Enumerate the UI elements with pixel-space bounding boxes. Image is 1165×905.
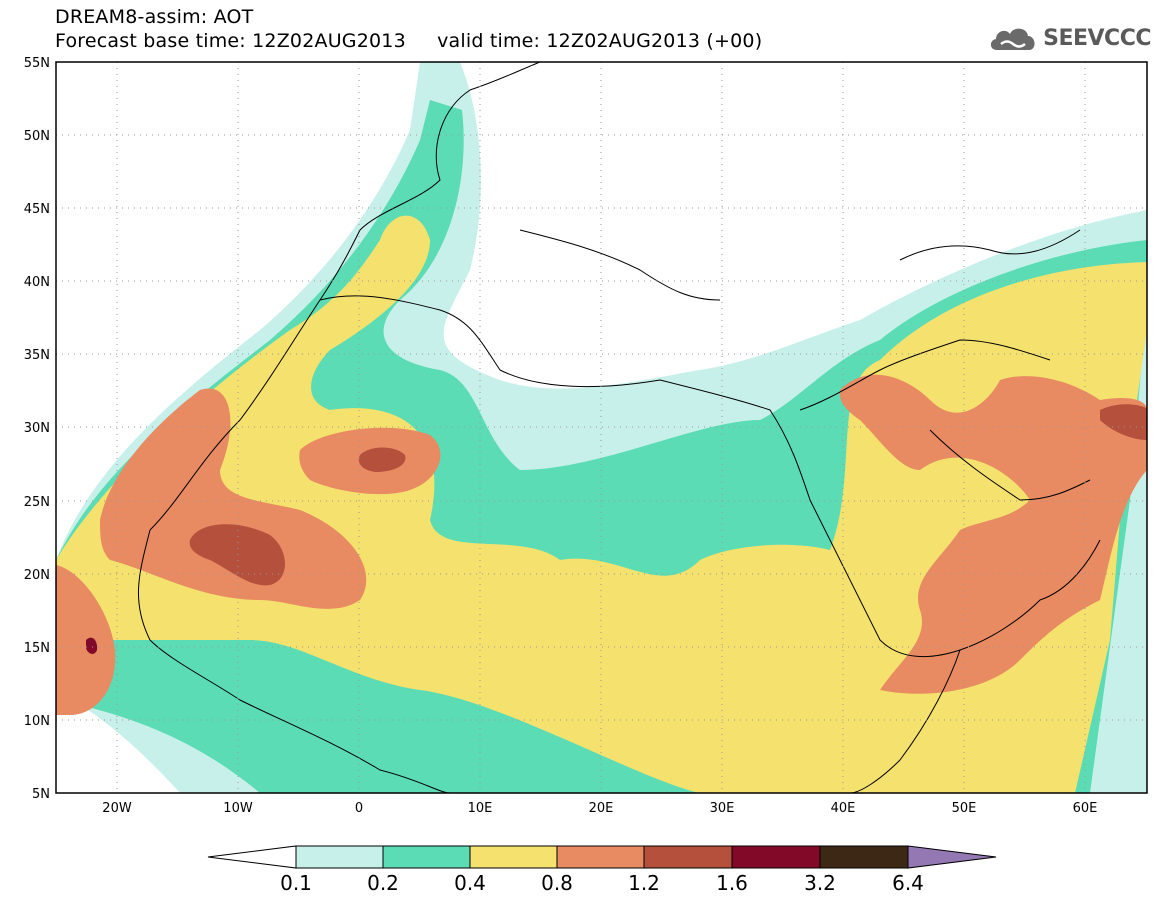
colorbar-label: 0.8: [541, 871, 573, 895]
colorbar-swatch: [382, 845, 471, 869]
lat-tick-label: 35N: [24, 348, 50, 363]
lat-tick-label: 25N: [24, 495, 50, 510]
lon-tick-label: 60E: [1073, 801, 1098, 816]
map-title: DREAM8-assim: AOT: [55, 6, 254, 28]
colorbar-swatch: [643, 845, 733, 869]
lat-tick-label: 20N: [24, 568, 50, 583]
map-frame: [55, 61, 1148, 794]
aot-band-0-8-west: [100, 388, 367, 609]
colorbar-swatch: [295, 845, 384, 869]
colorbar-labels: 0.1 0.2 0.4 0.8 1.2 1.6 3.2 6.4: [280, 871, 924, 895]
aot-field: [56, 62, 1147, 793]
colorbar-label: 0.4: [454, 871, 486, 895]
colorbar-label: 0.1: [280, 871, 312, 895]
colorbar-label: 3.2: [804, 871, 836, 895]
lon-tick-label: 20E: [589, 801, 614, 816]
logo-text: SEEVCCC: [1043, 25, 1151, 51]
lon-tick-label: 40E: [831, 801, 856, 816]
lat-tick-label: 40N: [24, 275, 50, 290]
lat-tick-label: 5N: [32, 787, 50, 802]
aot-band-1-6-atlantic: [86, 637, 98, 654]
lat-axis: 55N 50N 45N 40N 35N 30N 25N 20N 15N 10N …: [24, 56, 50, 802]
lon-tick-label: 30E: [710, 801, 735, 816]
lon-tick-label: 10E: [468, 801, 493, 816]
forecast-time-line: Forecast base time: 12Z02AUG2013 valid t…: [55, 30, 763, 52]
colorbar-under-arrow: [207, 845, 297, 869]
lon-tick-label: 20W: [102, 801, 132, 816]
lon-axis: 20W 10W 0 10E 20E 30E 40E 50E 60E: [102, 801, 1097, 816]
lon-tick-label: 50E: [952, 801, 977, 816]
aot-band-1-2-centre: [358, 447, 406, 472]
coastlines: [138, 62, 1101, 793]
colorbar-swatch: [819, 845, 909, 869]
lon-tick-label: 10W: [223, 801, 253, 816]
colorbar-swatch: [469, 845, 558, 869]
lat-tick-label: 15N: [24, 641, 50, 656]
aot-band-0-8-atlantic: [56, 565, 116, 715]
cloud-icon: [990, 28, 1035, 50]
colorbar-swatch: [731, 845, 821, 869]
lat-tick-label: 55N: [24, 56, 50, 71]
lon-tick-label: 0: [355, 801, 363, 816]
seevccc-logo: SEEVCCC: [987, 22, 1151, 54]
colorbar-label: 1.6: [716, 871, 748, 895]
colorbar-swatch: [556, 845, 645, 869]
lat-tick-label: 50N: [24, 129, 50, 144]
lat-tick-label: 45N: [24, 202, 50, 217]
colorbar-label: 6.4: [892, 871, 924, 895]
aot-band-1-2-west: [189, 524, 285, 586]
lat-tick-label: 10N: [24, 714, 50, 729]
colorbar-label: 1.2: [628, 871, 660, 895]
colorbar: [207, 845, 997, 869]
aot-band-1-2-east: [1100, 404, 1147, 440]
lat-tick-label: 30N: [24, 421, 50, 436]
aot-band-0-4: [56, 215, 1147, 793]
colorbar-over-arrow: [907, 845, 997, 869]
aot-band-0-8-arabia: [839, 374, 1147, 694]
colorbar-label: 0.2: [367, 871, 399, 895]
